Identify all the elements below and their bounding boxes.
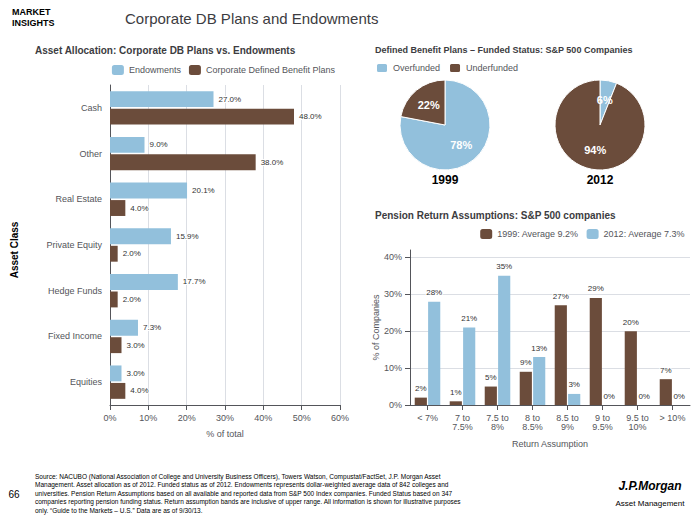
svg-text:35%: 35%	[496, 262, 512, 271]
svg-text:30%: 30%	[216, 413, 234, 423]
svg-text:Management. Asset allocation a: Management. Asset allocation as of 2012.…	[35, 481, 449, 489]
svg-text:8 to: 8 to	[525, 412, 540, 423]
svg-text:2.0%: 2.0%	[123, 295, 141, 304]
svg-text:1%: 1%	[450, 388, 462, 397]
svg-text:9.5 to: 9.5 to	[626, 412, 649, 423]
svg-text:4.0%: 4.0%	[130, 386, 148, 395]
svg-text:7 to: 7 to	[455, 412, 470, 423]
svg-text:2%: 2%	[415, 384, 427, 393]
svg-text:Corporate Defined Benefit Plan: Corporate Defined Benefit Plans	[206, 65, 336, 75]
svg-text:1999: 1999	[432, 173, 459, 187]
svg-text:Defined Benefit Plans – Funded: Defined Benefit Plans – Funded Status: S…	[375, 45, 632, 55]
svg-text:universities. Pension Return A: universities. Pension Return Assumptions…	[35, 490, 453, 498]
svg-text:2012: 2012	[587, 173, 614, 187]
svg-text:2.0%: 2.0%	[123, 249, 141, 258]
svg-text:66: 66	[8, 489, 20, 500]
svg-text:78%: 78%	[450, 139, 472, 151]
svg-text:38.0%: 38.0%	[261, 158, 284, 167]
svg-text:Fixed Income: Fixed Income	[48, 331, 102, 341]
svg-text:29%: 29%	[588, 284, 604, 293]
svg-text:10%: 10%	[628, 422, 646, 432]
svg-text:13%: 13%	[531, 344, 547, 353]
svg-text:27.0%: 27.0%	[219, 95, 242, 104]
svg-text:J.P.Morgan: J.P.Morgan	[618, 479, 681, 493]
svg-text:7.5%: 7.5%	[452, 422, 473, 432]
svg-text:7.3%: 7.3%	[143, 323, 161, 332]
svg-text:3%: 3%	[568, 380, 580, 389]
svg-text:4.0%: 4.0%	[130, 204, 148, 213]
svg-text:9 to: 9 to	[595, 412, 610, 423]
svg-text:9.0%: 9.0%	[150, 140, 168, 149]
svg-text:> 10%: > 10%	[660, 413, 686, 423]
svg-text:17.7%: 17.7%	[183, 277, 206, 286]
svg-text:1999: Average 9.2%: 1999: Average 9.2%	[497, 229, 578, 239]
svg-text:15.9%: 15.9%	[176, 232, 199, 241]
svg-text:Real Estate: Real Estate	[55, 194, 102, 204]
svg-text:0%: 0%	[673, 392, 685, 401]
svg-text:Private Equity: Private Equity	[46, 240, 102, 250]
svg-text:Source: NACUBO (National Assoc: Source: NACUBO (National Association of …	[35, 473, 441, 481]
svg-text:40%: 40%	[384, 252, 402, 262]
svg-text:7%: 7%	[660, 366, 672, 375]
svg-text:20%: 20%	[384, 326, 402, 336]
svg-text:7.5 to: 7.5 to	[486, 412, 509, 423]
svg-text:20%: 20%	[178, 413, 196, 423]
svg-text:2012: Average 7.3%: 2012: Average 7.3%	[604, 229, 685, 239]
svg-text:0%: 0%	[603, 392, 615, 401]
svg-text:9%: 9%	[561, 422, 574, 432]
svg-text:Overfunded: Overfunded	[393, 63, 440, 73]
svg-text:9%: 9%	[520, 358, 532, 367]
svg-text:5%: 5%	[485, 373, 497, 382]
svg-text:only. “Guide to the Markets –: only. “Guide to the Markets – U.S.” Data…	[35, 507, 203, 515]
svg-text:Endowments: Endowments	[129, 65, 182, 75]
svg-text:companies reporting pension fu: companies reporting pension funding stat…	[35, 498, 461, 506]
svg-text:6%: 6%	[597, 94, 613, 106]
svg-text:< 7%: < 7%	[417, 413, 438, 423]
svg-text:94%: 94%	[584, 144, 606, 156]
svg-text:8.5 to: 8.5 to	[556, 412, 579, 423]
svg-text:Asset Class: Asset Class	[9, 221, 20, 278]
svg-text:0%: 0%	[103, 413, 116, 423]
svg-text:% of Companies: % of Companies	[371, 294, 381, 361]
svg-text:0%: 0%	[389, 400, 402, 410]
svg-text:Corporate DB Plans and Endowme: Corporate DB Plans and Endowments	[125, 10, 378, 27]
svg-text:27%: 27%	[553, 292, 569, 301]
svg-text:Asset Allocation: Corporate DB: Asset Allocation: Corporate DB Plans vs.…	[35, 45, 296, 56]
svg-text:Other: Other	[79, 149, 102, 159]
svg-text:8%: 8%	[491, 422, 504, 432]
svg-text:Return Assumption: Return Assumption	[512, 439, 588, 449]
svg-text:3.0%: 3.0%	[127, 369, 145, 378]
svg-text:Equities: Equities	[70, 377, 103, 387]
svg-text:Asset Management: Asset Management	[616, 499, 686, 508]
svg-text:Underfunded: Underfunded	[466, 63, 518, 73]
svg-text:20%: 20%	[623, 318, 639, 327]
svg-text:8.5%: 8.5%	[522, 422, 543, 432]
svg-text:3.0%: 3.0%	[127, 341, 145, 350]
svg-text:Cash: Cash	[81, 103, 102, 113]
svg-text:48.0%: 48.0%	[299, 112, 322, 121]
svg-text:10%: 10%	[384, 363, 402, 373]
svg-text:50%: 50%	[293, 413, 311, 423]
svg-text:0%: 0%	[638, 392, 650, 401]
svg-text:Pension Return Assumptions: S&: Pension Return Assumptions: S&P 500 comp…	[375, 210, 616, 221]
svg-text:60%: 60%	[331, 413, 349, 423]
svg-text:MARKET: MARKET	[12, 7, 51, 17]
svg-text:21%: 21%	[461, 314, 477, 323]
svg-text:Hedge Funds: Hedge Funds	[48, 286, 103, 296]
svg-text:40%: 40%	[254, 413, 272, 423]
svg-text:30%: 30%	[384, 289, 402, 299]
svg-text:20.1%: 20.1%	[192, 186, 215, 195]
svg-text:% of total: % of total	[206, 429, 244, 439]
svg-text:28%: 28%	[426, 288, 442, 297]
svg-text:INSIGHTS: INSIGHTS	[12, 18, 55, 28]
svg-text:22%: 22%	[418, 99, 440, 111]
svg-text:9.5%: 9.5%	[592, 422, 613, 432]
svg-text:10%: 10%	[139, 413, 157, 423]
